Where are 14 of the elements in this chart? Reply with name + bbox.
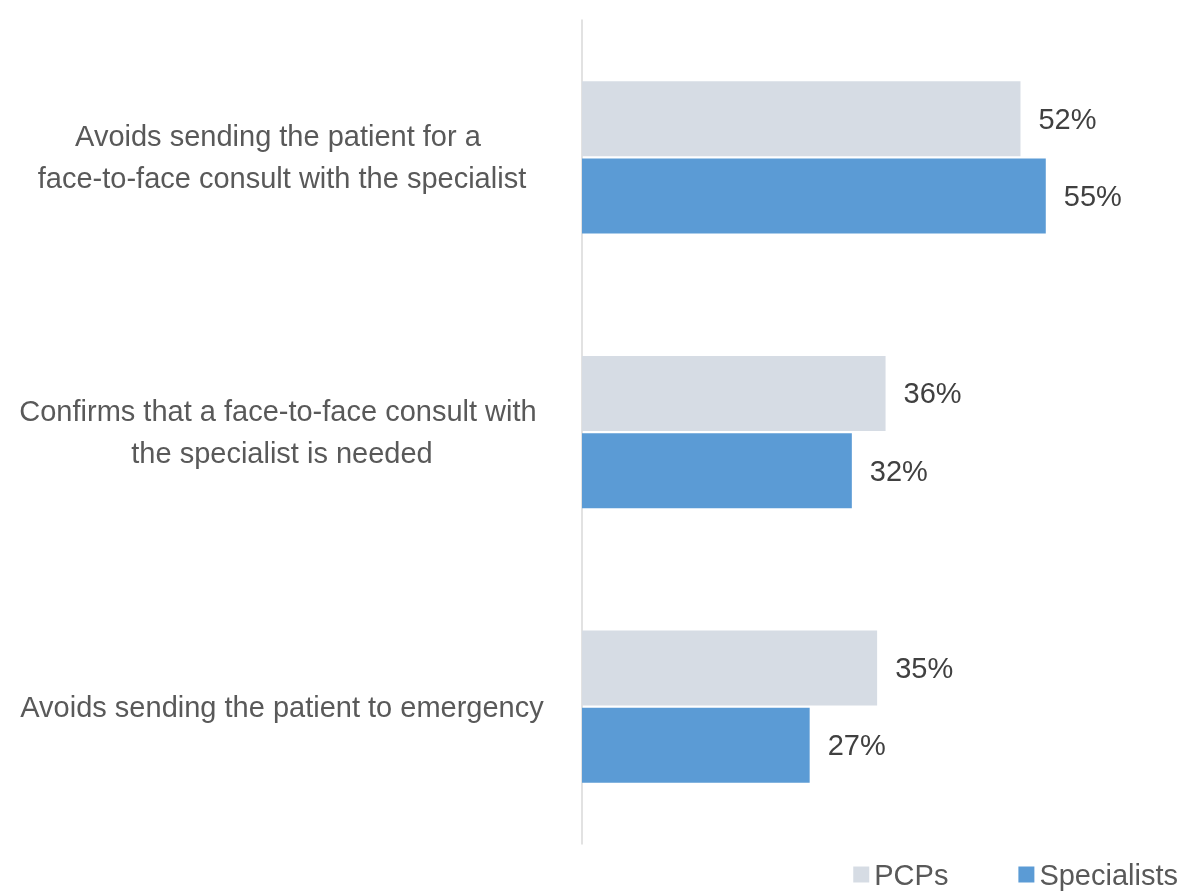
bar (582, 158, 1046, 234)
legend-label: Specialists (1039, 858, 1179, 891)
data-label: 52% (1038, 102, 1097, 135)
legend-label: PCPs (874, 858, 949, 891)
data-label: 36% (903, 377, 962, 410)
y-tick-label: Avoids sending the patient for a face-to-face consult with the specialist (37, 120, 527, 195)
data-label: 55% (1063, 179, 1122, 212)
data-label: 32% (869, 454, 928, 487)
bar (582, 433, 852, 509)
data-label: 27% (827, 729, 886, 762)
data-label: 35% (895, 652, 954, 685)
y-tick-label: Avoids sending the patient to emergency (20, 690, 545, 723)
bar (582, 707, 810, 783)
y-tick-label: Confirms that a face-to-face consult with the specialist is needed (19, 395, 545, 469)
